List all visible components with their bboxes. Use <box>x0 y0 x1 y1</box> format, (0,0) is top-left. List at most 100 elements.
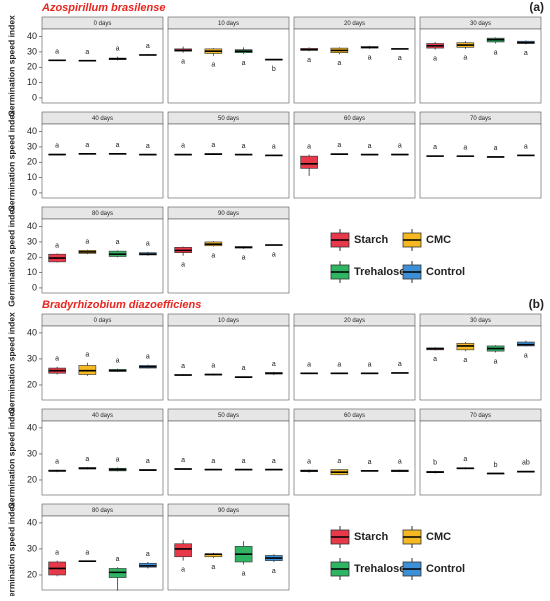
strip-label: 20 days <box>344 21 365 27</box>
significance-letter: a <box>55 458 59 465</box>
significance-letter: a <box>307 143 311 150</box>
significance-letter: a <box>85 142 89 149</box>
y-tick-label: 40 <box>27 422 37 432</box>
significance-letter: a <box>181 143 185 150</box>
significance-letter: b <box>272 66 276 73</box>
y-axis-label: Germination speed index <box>6 407 16 509</box>
strip-label: 0 days <box>94 318 112 324</box>
significance-letter: a <box>55 242 59 249</box>
significance-letter: a <box>242 365 246 372</box>
significance-letter: a <box>146 143 150 150</box>
section-tag: (a) <box>529 0 544 14</box>
significance-letter: a <box>85 352 89 359</box>
strip-label: 90 days <box>218 211 239 217</box>
y-axis-label: Germination speed index <box>6 110 16 212</box>
significance-letter: a <box>242 60 246 67</box>
significance-letter: a <box>242 570 246 577</box>
panel <box>419 325 542 401</box>
significance-letter: a <box>181 363 185 370</box>
panel <box>167 420 290 496</box>
significance-letter: a <box>85 550 89 557</box>
significance-letter: a <box>368 55 372 62</box>
strip-label: 60 days <box>344 413 365 419</box>
significance-letter: a <box>368 459 372 466</box>
panel <box>41 420 164 496</box>
significance-letter: a <box>524 352 528 359</box>
y-axis-label: Germination speed index <box>6 15 16 117</box>
significance-letter: a <box>211 362 215 369</box>
panel <box>41 28 164 104</box>
strip-label: 50 days <box>218 413 239 419</box>
y-tick-label: 30 <box>27 543 37 553</box>
y-tick-label: 20 <box>27 62 37 72</box>
y-tick-label: 10 <box>27 77 37 87</box>
y-tick-label: 40 <box>27 327 37 337</box>
significance-letter: a <box>272 361 276 368</box>
significance-letter: a <box>272 568 276 575</box>
panel <box>41 325 164 401</box>
y-tick-label: 20 <box>27 157 37 167</box>
y-tick-label: 40 <box>27 31 37 41</box>
legend-label: Control <box>426 563 465 575</box>
significance-letter: a <box>494 49 498 56</box>
significance-letter: a <box>211 564 215 571</box>
significance-letter: a <box>146 354 150 361</box>
y-tick-label: 0 <box>32 282 37 292</box>
significance-letter: a <box>116 456 120 463</box>
strip-label: 40 days <box>92 116 113 122</box>
significance-letter: a <box>463 357 467 364</box>
y-tick-label: 30 <box>27 353 37 363</box>
y-tick-label: 40 <box>27 517 37 527</box>
y-tick-label: 30 <box>27 46 37 56</box>
panel <box>167 325 290 401</box>
significance-letter: a <box>307 57 311 64</box>
significance-letter: a <box>368 143 372 150</box>
significance-letter: a <box>463 55 467 62</box>
significance-letter: a <box>55 143 59 150</box>
legend-label: Control <box>426 266 465 278</box>
significance-letter: a <box>272 144 276 151</box>
y-tick-label: 20 <box>27 569 37 579</box>
y-axis-label: Germination speed index <box>6 205 16 307</box>
section-title: Bradyrhizobium diazoefficiens <box>42 299 201 311</box>
legend-label: Starch <box>354 234 389 246</box>
significance-letter: a <box>55 356 59 363</box>
significance-letter: a <box>146 241 150 248</box>
significance-letter: a <box>463 456 467 463</box>
y-axis-label: Germination speed index <box>6 502 16 596</box>
panel <box>167 123 290 199</box>
significance-letter: a <box>211 458 215 465</box>
significance-letter: a <box>524 50 528 57</box>
significance-letter: a <box>85 49 89 56</box>
panel <box>167 28 290 104</box>
significance-letter: a <box>181 457 185 464</box>
y-tick-label: 30 <box>27 236 37 246</box>
significance-letter: a <box>398 55 402 62</box>
significance-letter: a <box>433 55 437 62</box>
significance-letter: a <box>116 142 120 149</box>
strip-label: 20 days <box>344 318 365 324</box>
significance-letter: a <box>55 550 59 557</box>
significance-letter: a <box>116 357 120 364</box>
significance-letter: a <box>272 251 276 258</box>
significance-letter: b <box>494 462 498 469</box>
section-title: Azospirillum brasilense <box>41 2 165 14</box>
strip-label: 50 days <box>218 116 239 122</box>
panel <box>419 123 542 199</box>
strip-label: 80 days <box>92 211 113 217</box>
legend-label: Starch <box>354 531 389 543</box>
y-tick-label: 10 <box>27 267 37 277</box>
strip-label: 30 days <box>470 318 491 324</box>
significance-letter: a <box>433 356 437 363</box>
y-tick-label: 0 <box>32 92 37 102</box>
y-tick-label: 40 <box>27 221 37 231</box>
significance-letter: a <box>181 567 185 574</box>
panel <box>419 420 542 496</box>
y-tick-label: 30 <box>27 141 37 151</box>
significance-letter: a <box>433 144 437 151</box>
significance-letter: b <box>433 460 437 467</box>
y-tick-label: 20 <box>27 252 37 262</box>
significance-letter: a <box>398 458 402 465</box>
strip-label: 30 days <box>470 21 491 27</box>
significance-letter: a <box>85 456 89 463</box>
